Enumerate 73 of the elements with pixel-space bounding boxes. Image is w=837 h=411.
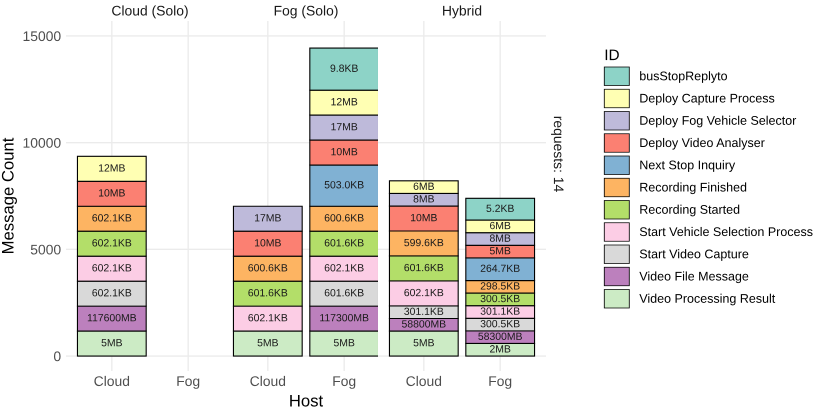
annotation: 298.5KB (480, 282, 520, 290)
annotation: 12MB (331, 98, 358, 106)
annotation: 2MB (490, 345, 510, 352)
legend-label: busStopReplyto (640, 71, 728, 83)
legend-label: Deploy Capture Process (640, 93, 774, 106)
annotation: 6MB (414, 182, 434, 190)
legend-title: ID (606, 50, 619, 60)
x-tick-label: Fog (177, 376, 200, 389)
annotation: 9.8KB (330, 64, 358, 72)
annotation: 601.6KB (248, 289, 288, 296)
annotation: 6MB (490, 222, 510, 230)
annotation: 601.6KB (404, 264, 444, 272)
chart-title: Cloud (Solo) (112, 5, 188, 18)
x-tick-label: Cloud (94, 376, 130, 386)
y-tick-label: 0 (54, 351, 61, 362)
legend-label: Recording Started (640, 204, 740, 216)
legend-label: Recording Finished (640, 182, 746, 194)
annotation: 602.1KB (92, 289, 132, 296)
annotation: 10MB (99, 189, 125, 197)
annotation: 5MB (102, 339, 122, 346)
annotation: 8MB (490, 234, 510, 242)
x-axis-title: Host (290, 394, 324, 407)
annotation: 602.1KB (92, 264, 132, 272)
annotation: 5.2KB (486, 204, 514, 212)
legend-label: Video File Message (639, 271, 748, 284)
annotation: 301.1KB (404, 308, 444, 315)
annotation: 601.6KB (324, 289, 364, 296)
annotation: 301.1KB (480, 307, 520, 315)
annotation: 600.6KB (324, 214, 364, 222)
legend-label: Next Stop Inquiry (640, 160, 736, 172)
chart-title: Fog (Solo) (274, 5, 338, 18)
annotation: 601.6KB (324, 239, 364, 246)
annotation: 599.6KB (404, 238, 444, 246)
legend-label: Deploy Fog Vehicle Selector (640, 116, 796, 128)
annotation: 10MB (331, 148, 358, 156)
y-tick-label: 15000 (24, 31, 61, 42)
annotation: 602.1KB (324, 264, 364, 272)
text: requests: 14 (551, 116, 564, 192)
annotation: 5MB (490, 247, 510, 254)
annotation: 300.5KB (480, 320, 520, 328)
x-tick-label: Fog (333, 376, 356, 389)
annotation: 10MB (255, 239, 281, 246)
annotation: 12MB (99, 164, 125, 172)
annotation: 5MB (334, 339, 354, 346)
annotation: 264.7KB (480, 264, 520, 272)
x-tick-label: Cloud (406, 376, 442, 386)
annotation: 58300MB (478, 332, 522, 340)
annotation: 58800MB (402, 320, 446, 328)
y-tick-label: 10000 (24, 138, 61, 148)
annotation: 602.1KB (92, 239, 132, 246)
annotation: 117600MB (88, 314, 136, 322)
annotation: 17MB (331, 123, 358, 130)
annotation: 17MB (255, 214, 281, 222)
legend-label: Video Processing Result (639, 294, 776, 306)
annotation: 8MB (414, 195, 434, 203)
annotation: 602.1KB (248, 314, 288, 322)
annotation: 117300MB (320, 314, 368, 322)
y-axis-title: Message Count (2, 138, 17, 253)
x-tick-label: Cloud (250, 376, 286, 386)
annotation: 300.5KB (480, 294, 520, 302)
legend-label: Start Vehicle Selection Process (640, 226, 813, 236)
annotation: 5MB (414, 339, 434, 346)
annotation: 5MB (258, 339, 278, 346)
chart-title: Hybrid (443, 5, 482, 18)
annotation: 503.0KB (324, 181, 364, 188)
annotation: 602.1KB (92, 214, 132, 222)
annotation: 600.6KB (248, 264, 288, 272)
annotation: 10MB (411, 214, 437, 222)
x-tick-label: Fog (489, 376, 512, 389)
legend-label: Deploy Video Analyser (640, 138, 765, 150)
y-tick-label: 5000 (30, 244, 61, 255)
annotation: 602.1KB (404, 288, 444, 296)
legend-label: Start Video Capture (640, 249, 748, 261)
